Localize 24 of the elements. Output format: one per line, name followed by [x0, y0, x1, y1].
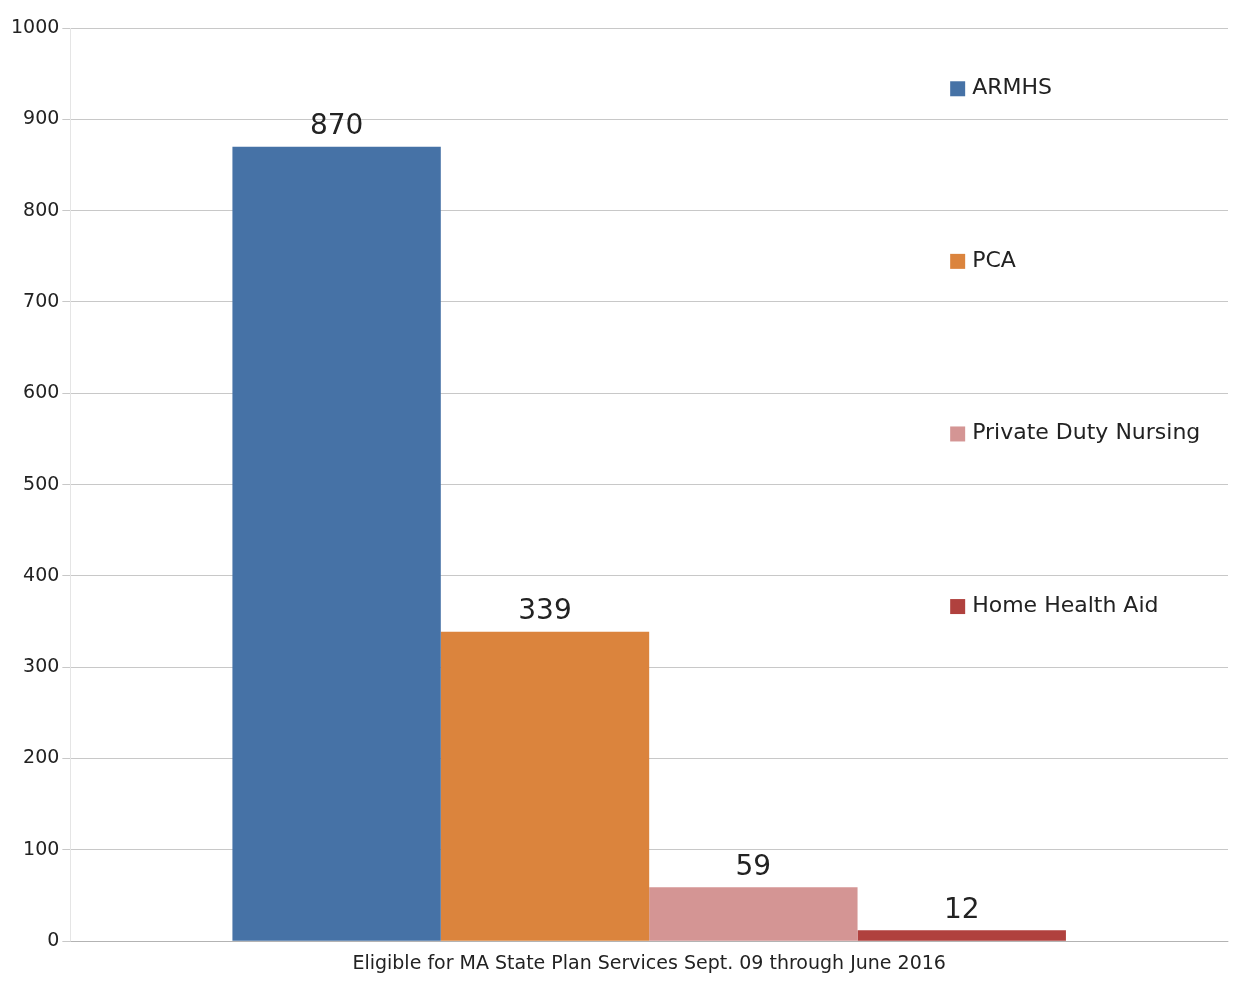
- data-label: 12: [943, 891, 980, 925]
- x-tick-label: Eligible for MA State Plan Services Sept. 09 through June 2016: [352, 950, 946, 973]
- y-tick-label: 900: [23, 106, 60, 129]
- y-tick-label: 1000: [10, 14, 60, 37]
- y-tick-label: 400: [23, 562, 60, 585]
- y-tick-label: 300: [23, 654, 60, 677]
- y-tick-label: 700: [23, 288, 60, 311]
- data-label: 59: [735, 848, 772, 882]
- y-tick-label: 100: [23, 836, 60, 859]
- data-label: 870: [309, 108, 364, 141]
- legend-label: Private Duty Nursing: [972, 419, 1201, 445]
- bar: [649, 887, 858, 941]
- legend-label: PCA: [972, 246, 1016, 272]
- bar: [857, 930, 1066, 941]
- legend-label: Home Health Aid: [972, 591, 1159, 617]
- bar: [232, 146, 441, 941]
- y-tick-label: 500: [23, 471, 60, 494]
- y-tick-label: 600: [23, 380, 60, 403]
- y-tick-label: 800: [23, 197, 60, 220]
- legend-label: ARMHS: [972, 73, 1052, 99]
- data-label: 339: [518, 592, 572, 626]
- bar: [440, 631, 650, 941]
- y-tick-label: 0: [47, 928, 60, 951]
- y-tick-label: 200: [23, 745, 60, 768]
